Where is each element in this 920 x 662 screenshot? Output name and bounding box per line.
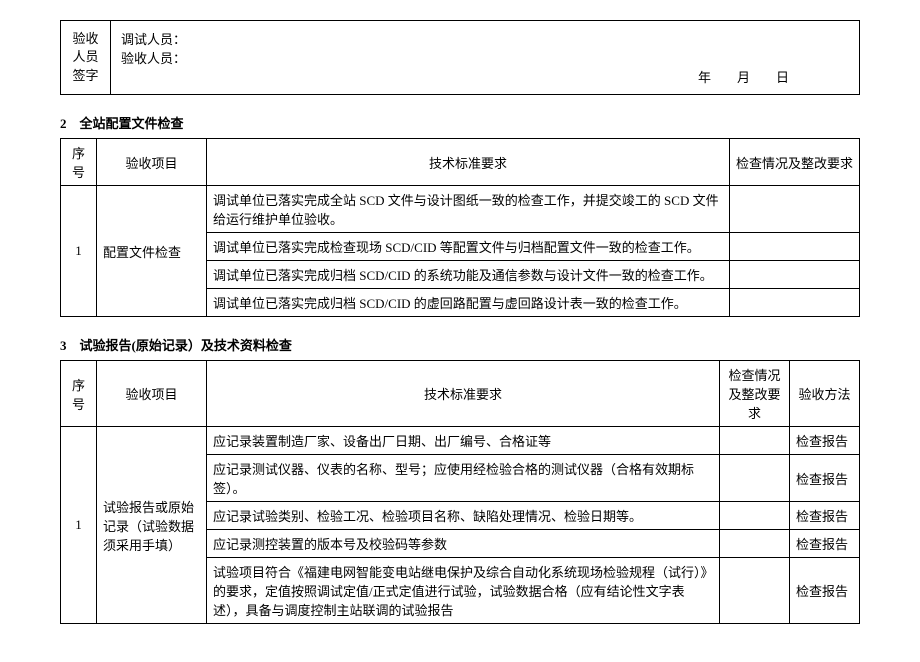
cell-req: 试验项目符合《福建电网智能变电站继电保护及综合自动化系统现场检验规程（试行）》的… [207,558,720,624]
header-method: 验收方法 [790,361,860,427]
tester-line: 调试人员： [121,29,849,48]
section3-table: 序号 验收项目 技术标准要求 检查情况及整改要求 验收方法 1 试验报告或原始记… [60,360,860,624]
cell-seq: 1 [61,186,97,317]
cell-method: 检查报告 [790,558,860,624]
date-line: 年 月 日 [121,67,849,86]
cell-req: 调试单位已落实完成归档 SCD/CID 的系统功能及通信参数与设计文件一致的检查… [207,261,730,289]
cell-check [720,427,790,455]
table-row: 1 试验报告或原始记录（试验数据须采用手填） 应记录装置制造厂家、设备出厂日期、… [61,427,860,455]
cell-check [730,186,860,233]
cell-req: 调试单位已落实完成全站 SCD 文件与设计图纸一致的检查工作，并提交竣工的 SC… [207,186,730,233]
cell-req: 应记录装置制造厂家、设备出厂日期、出厂编号、合格证等 [207,427,720,455]
cell-item: 配置文件检查 [97,186,207,317]
signature-label: 验收 人员 签字 [61,21,111,95]
signature-body: 调试人员： 验收人员： 年 月 日 [111,21,860,95]
header-item: 验收项目 [97,361,207,427]
header-check: 检查情况及整改要求 [730,139,860,186]
cell-check [720,558,790,624]
section2-title: 2 全站配置文件检查 [60,113,860,132]
cell-method: 检查报告 [790,455,860,502]
table-row: 1 配置文件检查 调试单位已落实完成全站 SCD 文件与设计图纸一致的检查工作，… [61,186,860,233]
cell-method: 检查报告 [790,530,860,558]
cell-check [720,502,790,530]
signature-table: 验收 人员 签字 调试人员： 验收人员： 年 月 日 [60,20,860,95]
cell-check [720,455,790,502]
cell-item: 试验报告或原始记录（试验数据须采用手填） [97,427,207,624]
header-seq: 序号 [61,361,97,427]
cell-check [720,530,790,558]
header-check: 检查情况及整改要求 [720,361,790,427]
cell-check [730,261,860,289]
cell-method: 检查报告 [790,502,860,530]
header-seq: 序号 [61,139,97,186]
cell-seq: 1 [61,427,97,624]
table-header-row: 序号 验收项目 技术标准要求 检查情况及整改要求 验收方法 [61,361,860,427]
cell-check [730,289,860,317]
table-header-row: 序号 验收项目 技术标准要求 检查情况及整改要求 [61,139,860,186]
cell-req: 应记录试验类别、检验工况、检验项目名称、缺陷处理情况、检验日期等。 [207,502,720,530]
header-req: 技术标准要求 [207,139,730,186]
cell-method: 检查报告 [790,427,860,455]
section3-title: 3 试验报告(原始记录）及技术资料检查 [60,335,860,354]
cell-req: 应记录测控装置的版本号及校验码等参数 [207,530,720,558]
cell-check [730,233,860,261]
section2-table: 序号 验收项目 技术标准要求 检查情况及整改要求 1 配置文件检查 调试单位已落… [60,138,860,317]
acceptor-line: 验收人员： [121,48,849,67]
header-req: 技术标准要求 [207,361,720,427]
header-item: 验收项目 [97,139,207,186]
cell-req: 应记录测试仪器、仪表的名称、型号；应使用经检验合格的测试仪器（合格有效期标签）。 [207,455,720,502]
cell-req: 调试单位已落实完成检查现场 SCD/CID 等配置文件与归档配置文件一致的检查工… [207,233,730,261]
cell-req: 调试单位已落实完成归档 SCD/CID 的虚回路配置与虚回路设计表一致的检查工作… [207,289,730,317]
